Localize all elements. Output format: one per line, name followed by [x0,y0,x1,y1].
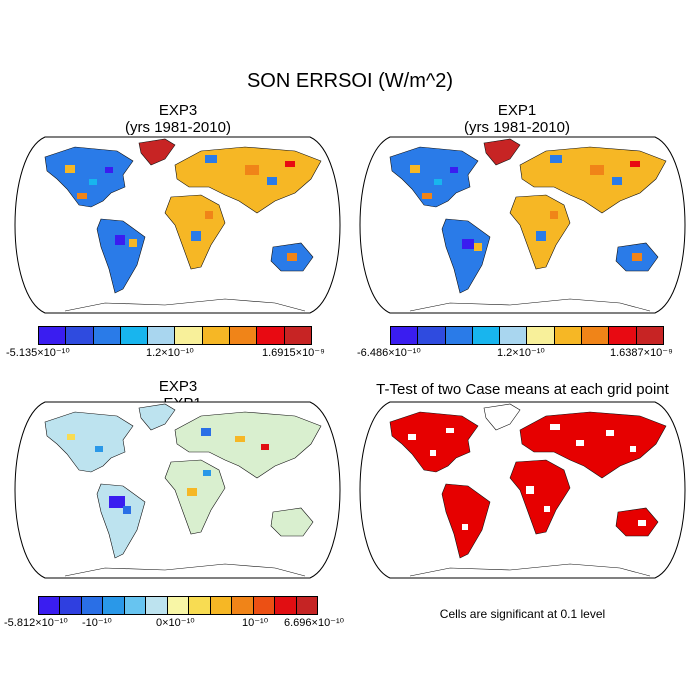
panel-ttest-map [359,401,686,579]
antarctica-outline [409,563,651,577]
colorbar-swatch [284,327,311,344]
colorbar-swatch [66,327,94,344]
south-america-shape [441,483,491,559]
colorbar-swatch [146,597,168,614]
colorbar-swatch [527,327,555,344]
panel-diff-colorbar [38,596,318,615]
colorbar-swatch [275,597,297,614]
colorbar-swatch [93,327,121,344]
south-america-shape [441,218,491,294]
panel-exp1-colorbar-label-max: 1.6387×10⁻⁹ [610,347,673,359]
eurasia-shape [174,146,322,214]
panel-diff-colorbar-label-2: 0×10⁻¹⁰ [156,617,195,629]
colorbar-swatch [39,327,67,344]
south-america-shape [96,218,146,294]
panel-exp1-colorbar-label-min: -6.486×10⁻¹⁰ [357,347,421,359]
panel-diff-colorbar-label-1: -10⁻¹⁰ [82,617,112,629]
colorbar-swatch [230,327,258,344]
colorbar-swatch [120,327,149,344]
colorbar-swatch [582,327,610,344]
panel-diff-map [14,401,341,579]
eurasia-shape [519,146,667,214]
panel-exp3-colorbar-label-mid: 1.2×10⁻¹⁰ [146,347,194,359]
panel-diff-colorbar-label-4: 6.696×10⁻¹⁰ [284,617,345,629]
australia-shape [615,507,659,537]
colorbar-swatch [175,327,203,344]
panel-exp3-colorbar-label-min: -5.135×10⁻¹⁰ [6,347,70,359]
colorbar-swatch [189,597,211,614]
panel-exp1-title: EXP1 (yrs 1981-2010) [357,102,677,136]
panel-exp1-colorbar [390,326,664,345]
colorbar-swatch [391,327,419,344]
figure-title: SON ERRSOI (W/m^2) [246,70,454,92]
panel-exp1-colorbar-label-mid: 1.2×10⁻¹⁰ [497,347,545,359]
north-america-shape [44,411,134,473]
colorbar-swatch [103,597,125,614]
greenland-shape [483,403,521,431]
panel-exp3-map [14,136,341,314]
panel-exp3-title-line2: (yrs 1981-2010) [125,119,231,136]
colorbar-swatch [60,597,82,614]
eurasia-shape [174,411,322,479]
north-america-shape [44,146,134,208]
colorbar-swatch [81,597,104,614]
australia-shape [270,507,314,537]
panel-exp3-colorbar [38,326,312,345]
colorbar-swatch [296,597,318,614]
colorbar-swatch [232,597,254,614]
colorbar-swatch [418,327,446,344]
antarctica-outline [64,298,306,312]
colorbar-swatch [500,327,528,344]
panel-diff-title-line1: EXP3 [158,378,198,395]
north-america-shape [389,146,479,208]
panel-diff-colorbar-label-3: 10⁻¹⁰ [242,617,269,629]
antarctica-outline [64,563,306,577]
africa-shape [509,459,571,535]
colorbar-swatch [636,327,663,344]
colorbar-swatch [472,327,501,344]
greenland-shape [138,138,176,166]
colorbar-swatch [253,597,276,614]
colorbar-swatch [167,597,190,614]
colorbar-swatch [257,327,285,344]
panel-exp1-map [359,136,686,314]
greenland-shape [138,403,176,431]
panel-ttest-title: T-Test of two Case means at each grid po… [376,381,669,398]
panel-exp3-title: EXP3 (yrs 1981-2010) [18,102,338,136]
africa-shape [164,459,226,535]
colorbar-swatch [554,327,583,344]
panel-ttest-note: Cells are significant at 0.1 level [439,607,606,621]
antarctica-outline [409,298,651,312]
panel-exp3-title-line1: EXP3 [158,102,198,119]
greenland-shape [483,138,521,166]
panel-exp1-title-line2: (yrs 1981-2010) [464,119,570,136]
colorbar-swatch [445,327,473,344]
colorbar-swatch [39,597,61,614]
panel-diff-colorbar-label-0: -5.812×10⁻¹⁰ [4,617,68,629]
panel-exp1-title-line1: EXP1 [497,102,537,119]
colorbar-swatch [148,327,176,344]
colorbar-swatch [124,597,147,614]
colorbar-swatch [210,597,233,614]
colorbar-swatch [609,327,637,344]
panel-exp3-colorbar-label-max: 1.6915×10⁻⁹ [262,347,325,359]
north-america-shape [389,411,479,473]
colorbar-swatch [202,327,231,344]
